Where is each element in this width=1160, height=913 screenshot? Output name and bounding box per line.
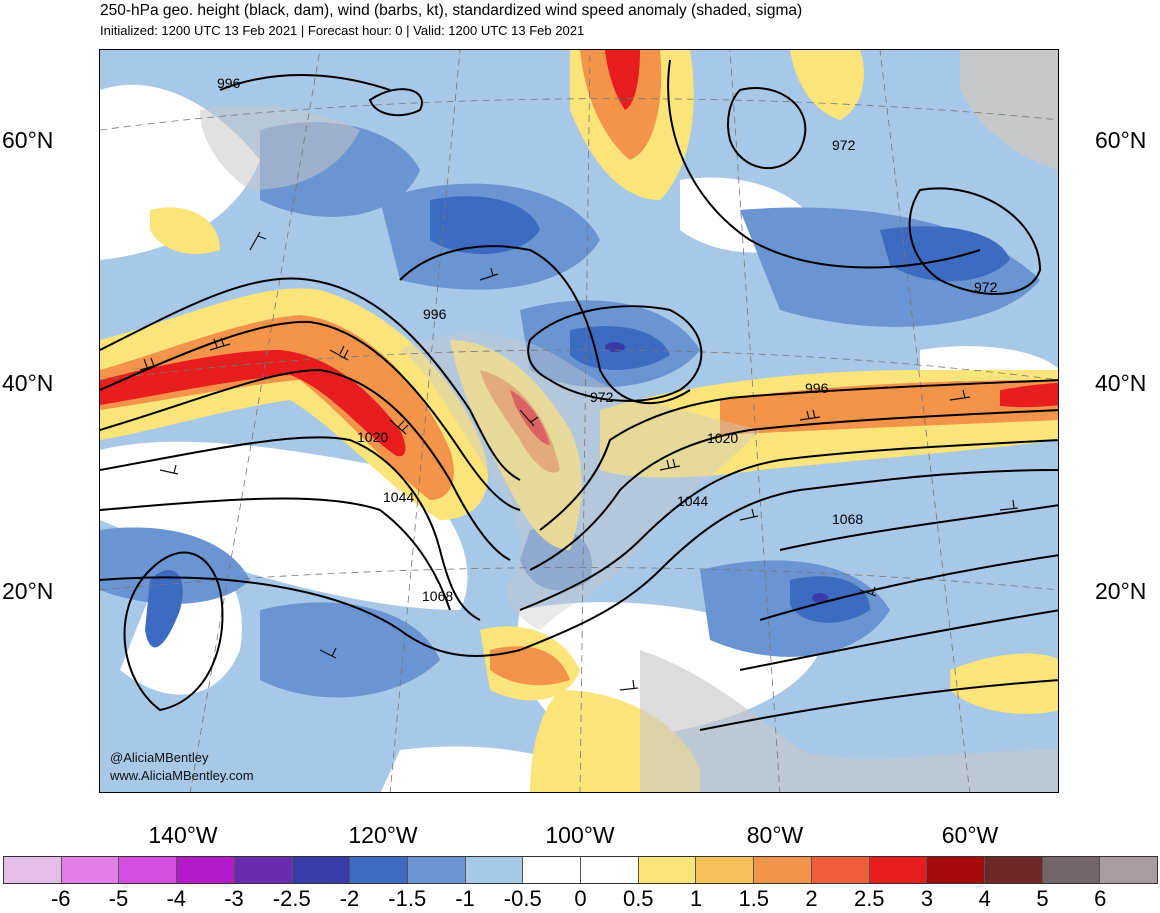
contour-label: 996: [217, 75, 241, 91]
colorbar-tick-label: 0: [574, 886, 587, 911]
lat-label-right-20: 20°N: [1095, 578, 1147, 604]
map-title: 250-hPa geo. height (black, dam), wind (…: [100, 2, 803, 19]
colorbar-tick-label: 0.5: [622, 886, 654, 911]
lat-label-left-40: 40°N: [2, 370, 54, 396]
colorbar-swatch: [234, 857, 293, 883]
colorbar-swatch: [61, 857, 120, 883]
colorbar-tick-label: 2.5: [853, 886, 885, 911]
colorbar-tick-label: -4: [166, 886, 187, 911]
height-contours: [100, 59, 1058, 731]
colorbar-tick-label: -0.5: [503, 886, 542, 911]
lon-label-140w: 140°W: [148, 822, 218, 848]
colorbar-tick-label: 2: [805, 886, 818, 911]
lat-label-left-60: 60°N: [2, 127, 54, 153]
contour-label: 972: [832, 137, 856, 153]
colorbar-swatch: [638, 857, 697, 883]
colorbar-tick-label: 6: [1094, 886, 1107, 911]
colorbar-tick-label: -6: [50, 886, 71, 911]
colorbar-tick-label: 3: [920, 886, 934, 911]
contour-label: 1020: [707, 430, 738, 446]
colorbar-tick-label: -2: [339, 886, 360, 911]
extreme-negative-anomaly: [605, 342, 828, 603]
contour-label: 972: [590, 389, 614, 405]
contour-label: 1020: [357, 429, 388, 445]
credit-site: www.AliciaMBentley.com: [110, 768, 254, 783]
colorbar-tick-label: -1.5: [388, 886, 427, 911]
colorbar-tick-label: -1: [455, 886, 475, 911]
colorbar-swatch: [407, 857, 466, 883]
lat-label-right-40: 40°N: [1095, 370, 1147, 396]
colorbar-tick-label: 5: [1036, 886, 1049, 911]
map-canvas: 996 996 972 972 972 996 1020 1020 1044 1…: [100, 50, 1058, 792]
contour-label: 972: [974, 279, 998, 295]
landmass: [200, 50, 1058, 792]
contour-label: 996: [805, 380, 829, 396]
contour-label: 1068: [422, 588, 453, 604]
weather-map[interactable]: 996 996 972 972 972 996 1020 1020 1044 1…: [99, 49, 1059, 793]
colorbar-swatch: [927, 857, 985, 883]
colorbar-tick-label: 4: [978, 886, 991, 911]
colorbar-swatch: [581, 857, 639, 883]
map-subtitle: Initialized: 1200 UTC 13 Feb 2021 | Fore…: [100, 23, 585, 38]
colorbar-swatch: [811, 857, 870, 883]
contour-label: 1068: [832, 511, 863, 527]
lon-label-120w: 120°W: [348, 822, 418, 848]
colorbar-tick-label: -3: [224, 886, 244, 911]
colorbar-swatch: [1042, 857, 1101, 883]
colorbar-tick-label: 1.5: [738, 886, 770, 911]
colorbar-swatch: [119, 857, 178, 883]
contour-label: 1044: [677, 493, 708, 509]
lon-label-60w: 60°W: [941, 822, 999, 848]
colorbar-tick-label: -5: [108, 886, 129, 911]
contour-label: 1044: [383, 489, 414, 505]
contour-label: 996: [423, 306, 447, 322]
credit-handle: @AliciaMBentley: [110, 750, 209, 765]
colorbar-swatch: [292, 857, 351, 883]
lon-label-80w: 80°W: [746, 822, 804, 848]
wind-barbs: [139, 231, 1019, 691]
colorbar-swatch: [1100, 857, 1158, 883]
contour-labels: 996 996 972 972 972 996 1020 1020 1044 1…: [217, 75, 998, 604]
colorbar-swatch: [177, 857, 235, 883]
colorbar: [3, 856, 1158, 884]
colorbar-swatch: [4, 857, 62, 883]
graticule: [100, 50, 1058, 792]
colorbar-swatch: [523, 857, 582, 883]
lat-label-right-60: 60°N: [1095, 127, 1147, 153]
lon-label-100w: 100°W: [545, 822, 615, 848]
colorbar-swatch: [696, 857, 755, 883]
colorbar-tick-label: -2.5: [272, 886, 311, 911]
strong-positive-anomaly: [100, 50, 1058, 457]
colorbar-swatch: [869, 857, 928, 883]
colorbar-swatch: [350, 857, 408, 883]
lat-label-left-20: 20°N: [2, 578, 54, 604]
colorbar-tick-label: 1: [689, 886, 703, 911]
colorbar-swatch: [465, 857, 524, 883]
colorbar-swatch: [984, 857, 1043, 883]
colorbar-swatch: [754, 857, 812, 883]
